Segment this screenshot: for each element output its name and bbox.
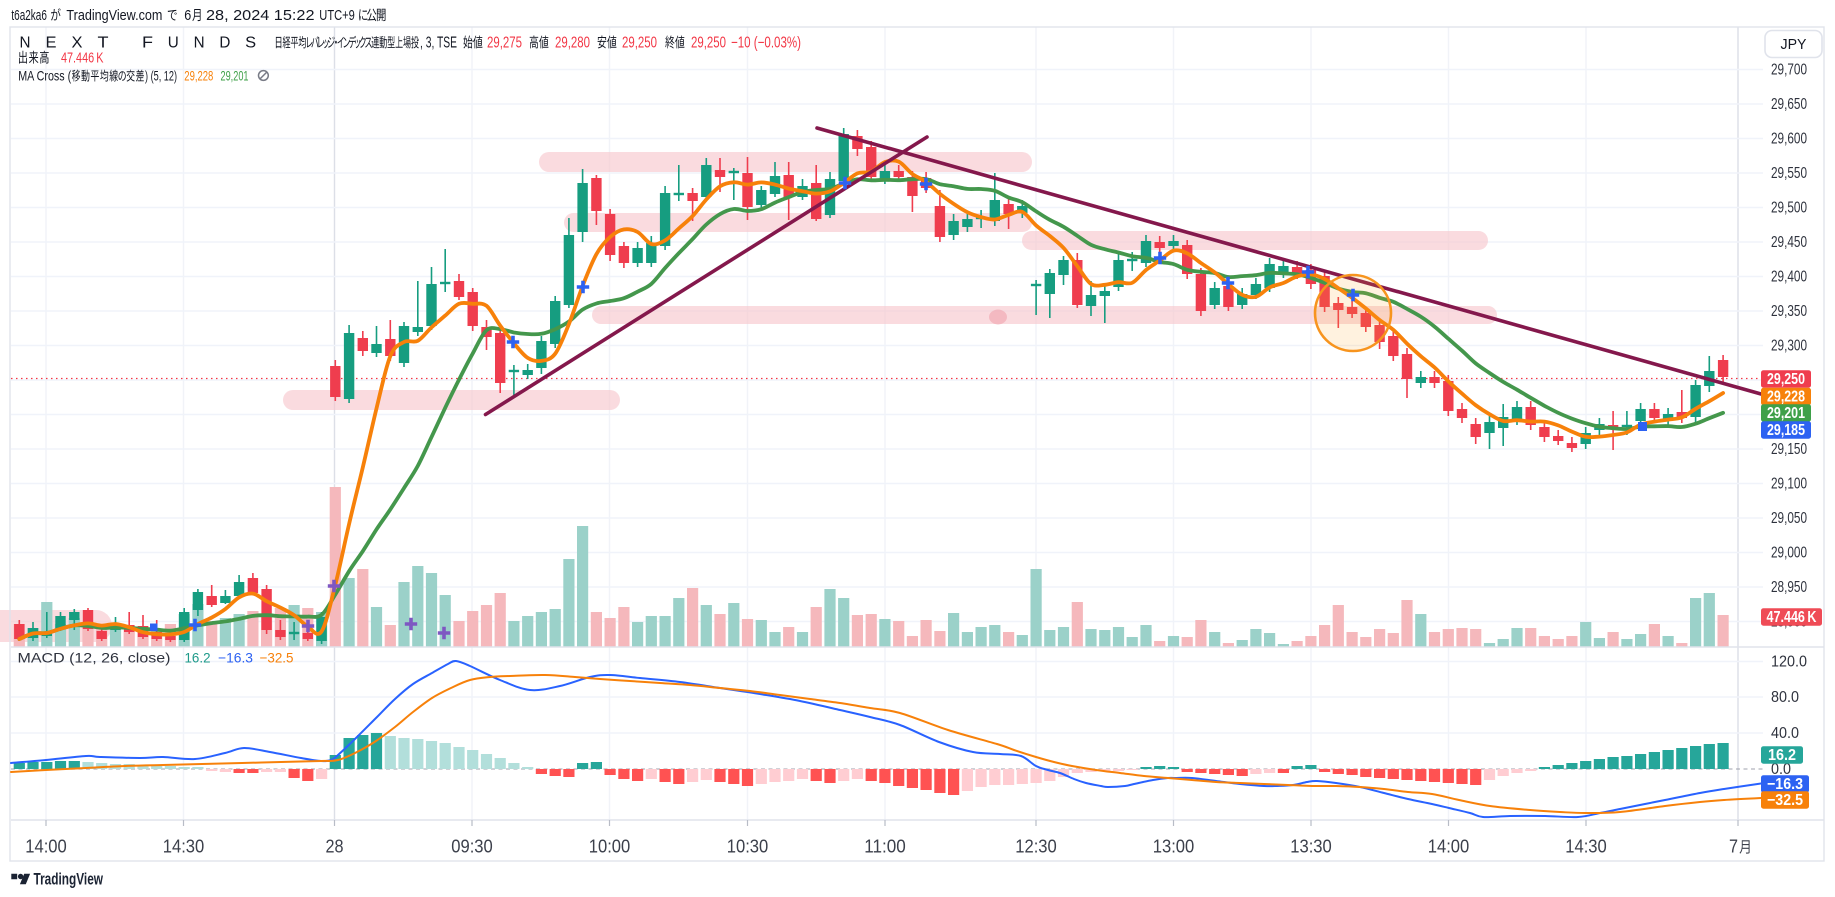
svg-text:MACD (12, 26, close): MACD (12, 26, close)	[18, 650, 171, 666]
svg-text:10:00: 10:00	[589, 836, 631, 857]
svg-text:29,185: 29,185	[1767, 422, 1805, 439]
svg-text:29,250: 29,250	[691, 34, 726, 51]
svg-text:29,700: 29,700	[1771, 62, 1807, 79]
svg-text:29,228: 29,228	[184, 68, 213, 84]
svg-text:13:30: 13:30	[1290, 836, 1332, 857]
svg-text:F: F	[142, 34, 153, 51]
svg-text:N: N	[194, 34, 205, 51]
svg-text:MA Cross (: MA Cross (	[18, 68, 71, 84]
svg-text:47.446 K: 47.446 K	[61, 51, 104, 67]
svg-text:−10 (−0.03%): −10 (−0.03%)	[731, 34, 801, 51]
svg-text:29,000: 29,000	[1771, 545, 1807, 562]
svg-text:UTC+9: UTC+9	[319, 7, 355, 24]
svg-text:28, 2024 15:22: 28, 2024 15:22	[206, 7, 315, 24]
svg-text:80.0: 80.0	[1771, 689, 1799, 706]
svg-text:U: U	[168, 34, 179, 51]
svg-text:29,350: 29,350	[1771, 303, 1807, 320]
svg-text:D: D	[219, 34, 230, 51]
svg-text:29,450: 29,450	[1771, 234, 1807, 251]
svg-text:T: T	[98, 34, 110, 51]
svg-text:29,500: 29,500	[1771, 200, 1807, 217]
svg-text:29,550: 29,550	[1771, 165, 1807, 182]
svg-text:16.2: 16.2	[1768, 747, 1796, 764]
svg-text:S: S	[245, 34, 256, 51]
svg-text:10:30: 10:30	[727, 836, 769, 857]
svg-text:29,300: 29,300	[1771, 338, 1807, 355]
svg-text:13:00: 13:00	[1153, 836, 1195, 857]
svg-text:28: 28	[326, 836, 344, 857]
svg-text:29,201: 29,201	[1767, 405, 1805, 422]
svg-text:N: N	[20, 34, 31, 51]
svg-text:29,400: 29,400	[1771, 269, 1807, 286]
svg-text:6: 6	[184, 7, 191, 24]
svg-text:29,250: 29,250	[1767, 371, 1805, 388]
svg-text:29,600: 29,600	[1771, 131, 1807, 148]
svg-text:TradingView: TradingView	[34, 871, 104, 889]
svg-text:47.446 K: 47.446 K	[1767, 609, 1818, 626]
svg-text:14:30: 14:30	[1565, 836, 1607, 857]
svg-text:29,100: 29,100	[1771, 476, 1807, 493]
svg-text:t6a2ka6: t6a2ka6	[11, 7, 47, 24]
svg-text:X: X	[72, 34, 84, 51]
svg-text:29,275: 29,275	[487, 34, 522, 51]
svg-text:29,250: 29,250	[622, 34, 657, 51]
svg-text:29,280: 29,280	[555, 34, 590, 51]
svg-text:TradingView.com: TradingView.com	[66, 7, 162, 24]
svg-text:28,950: 28,950	[1771, 579, 1807, 596]
svg-text:) (5, 12): ) (5, 12)	[145, 68, 177, 84]
svg-text:29,650: 29,650	[1771, 96, 1807, 113]
svg-text:, 3, TSE: , 3, TSE	[420, 34, 457, 51]
svg-text:11:00: 11:00	[864, 836, 906, 857]
svg-text:−32.5: −32.5	[260, 650, 294, 666]
svg-text:7: 7	[1729, 836, 1738, 857]
svg-text:29,201: 29,201	[221, 68, 249, 84]
svg-text:29,050: 29,050	[1771, 510, 1807, 527]
svg-text:29,228: 29,228	[1767, 389, 1805, 406]
svg-text:E: E	[46, 34, 57, 51]
svg-text:14:00: 14:00	[25, 836, 67, 857]
svg-text:16.2: 16.2	[185, 650, 211, 666]
svg-text:120.0: 120.0	[1771, 654, 1807, 671]
svg-text:14:00: 14:00	[1428, 836, 1470, 857]
svg-text:−16.3: −16.3	[1767, 776, 1803, 793]
svg-text:09:30: 09:30	[451, 836, 493, 857]
svg-text:14:30: 14:30	[163, 836, 205, 857]
svg-text:12:30: 12:30	[1015, 836, 1057, 857]
svg-text:40.0: 40.0	[1771, 725, 1799, 742]
svg-text:JPY: JPY	[1781, 36, 1807, 53]
svg-text:0.0: 0.0	[1771, 761, 1791, 778]
svg-text:29,150: 29,150	[1771, 441, 1807, 458]
svg-text:−16.3: −16.3	[218, 650, 253, 666]
svg-text:−32.5: −32.5	[1767, 792, 1803, 809]
